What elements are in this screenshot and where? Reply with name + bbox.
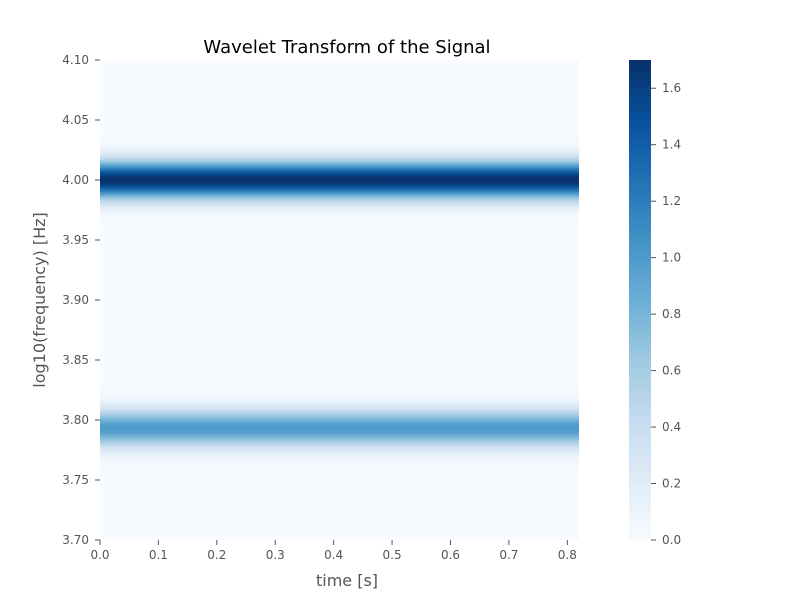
colorbar-tick-label: 1.6 <box>662 81 681 95</box>
y-axis: 3.70 3.75 3.80 3.85 3.90 3.95 4.00 4.05 4.10 <box>62 53 100 547</box>
x-tick-label: 0.2 <box>207 548 226 562</box>
colorbar-tick-label: 0.2 <box>662 477 681 491</box>
y-axis-label: log10(frequency) [Hz] <box>30 212 49 387</box>
colorbar-tick-label: 0.4 <box>662 420 681 434</box>
colorbar-tick-label: 1.0 <box>662 251 681 265</box>
colorbar-tick-label: 0.8 <box>662 307 681 321</box>
y-tick-label: 3.95 <box>62 233 89 247</box>
colorbar: 0.0 0.2 0.4 0.6 0.8 1.0 1.2 1.4 1.6 <box>629 60 681 547</box>
x-axis-label: time [s] <box>316 571 378 590</box>
colorbar-tick-label: 1.2 <box>662 194 681 208</box>
y-tick-label: 4.10 <box>62 53 89 67</box>
x-axis: 0.0 0.1 0.2 0.3 0.4 0.5 0.6 0.7 0.8 <box>90 540 577 562</box>
chart-title: Wavelet Transform of the Signal <box>203 37 490 58</box>
x-tick-label: 0.3 <box>266 548 285 562</box>
y-tick-label: 3.80 <box>62 413 89 427</box>
y-tick-label: 3.90 <box>62 293 89 307</box>
x-tick-label: 0.6 <box>441 548 460 562</box>
heatmap-plot <box>100 60 579 540</box>
y-tick-label: 3.75 <box>62 473 89 487</box>
y-tick-label: 4.00 <box>62 173 89 187</box>
y-tick-label: 4.05 <box>62 113 89 127</box>
colorbar-tick-label: 0.6 <box>662 364 681 378</box>
y-tick-label: 3.70 <box>62 533 89 547</box>
colorbar-gradient <box>629 60 651 540</box>
x-tick-label: 0.1 <box>149 548 168 562</box>
x-tick-label: 0.5 <box>383 548 402 562</box>
x-tick-label: 0.7 <box>499 548 518 562</box>
x-tick-label: 0.8 <box>558 548 577 562</box>
x-tick-label: 0.0 <box>90 548 109 562</box>
colorbar-tick-label: 0.0 <box>662 533 681 547</box>
x-tick-label: 0.4 <box>324 548 343 562</box>
heatmap-body <box>100 60 579 540</box>
colorbar-tick-label: 1.4 <box>662 138 681 152</box>
y-tick-label: 3.85 <box>62 353 89 367</box>
